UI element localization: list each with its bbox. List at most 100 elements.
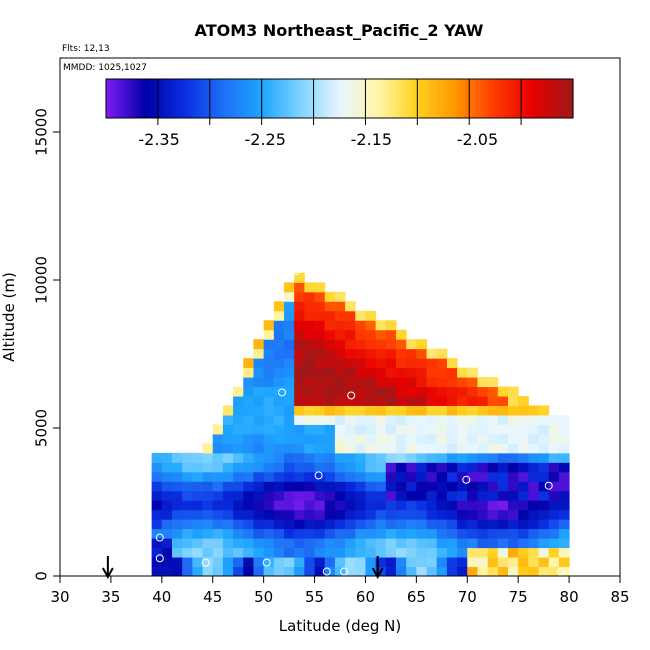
colorbar-swatch xyxy=(443,79,447,118)
heatmap-cell xyxy=(446,358,458,369)
heatmap-cell xyxy=(457,509,468,520)
heatmap-cell xyxy=(243,443,254,454)
heatmap-cell xyxy=(528,471,540,482)
heatmap-cell xyxy=(355,443,366,454)
colorbar-swatch xyxy=(272,79,276,118)
sample-point xyxy=(322,567,331,576)
heatmap-cell xyxy=(528,433,540,444)
heatmap-cell xyxy=(436,367,448,378)
heatmap-cell xyxy=(294,566,305,576)
heatmap-cell xyxy=(273,310,285,321)
heatmap-cell xyxy=(345,557,356,568)
heatmap-cell xyxy=(426,443,438,454)
heatmap-cell xyxy=(263,358,275,369)
heatmap-cell xyxy=(477,471,489,482)
heatmap-cell xyxy=(518,481,529,492)
heatmap-cell xyxy=(151,566,163,576)
heatmap-cell xyxy=(304,348,316,359)
heatmap-cell xyxy=(294,414,305,425)
heatmap-cell xyxy=(365,433,377,444)
heatmap-cell xyxy=(487,452,499,463)
heatmap-cell xyxy=(365,566,377,576)
colorbar-swatch xyxy=(347,79,351,118)
heatmap-cell xyxy=(182,557,193,568)
heatmap-cell xyxy=(345,329,356,340)
x-tick-label: 30 xyxy=(50,588,69,606)
heatmap-cell xyxy=(436,405,448,416)
heatmap-cell xyxy=(233,405,244,416)
colorbar-swatch xyxy=(108,79,112,118)
heatmap-cell xyxy=(212,471,224,482)
heatmap-cell xyxy=(426,386,438,397)
colorbar-swatch xyxy=(526,79,530,118)
heatmap-cell xyxy=(467,500,478,511)
heatmap-cell xyxy=(467,433,478,444)
heatmap-cell xyxy=(355,339,366,350)
heatmap-cell xyxy=(161,547,173,558)
heatmap-cell xyxy=(284,282,295,293)
x-axis: 30 35 40 45 50 55 60 65 70 75 80 85 xyxy=(50,576,630,606)
colorbar-swatch xyxy=(406,79,411,118)
heatmap-cell xyxy=(334,320,346,331)
heatmap-cell xyxy=(446,367,458,378)
heatmap-cell xyxy=(263,452,275,463)
x-tick-label: 85 xyxy=(610,588,629,606)
heatmap-cell xyxy=(426,433,438,444)
heatmap-cell xyxy=(436,481,448,492)
heatmap-cell xyxy=(487,519,499,530)
heatmap-cell xyxy=(355,481,366,492)
heatmap-cell xyxy=(233,471,244,482)
heatmap-cell xyxy=(538,443,550,454)
heatmap-cell xyxy=(253,443,265,454)
flights-label: Flts: 12,13 xyxy=(62,44,110,54)
colorbar-swatch xyxy=(266,79,271,118)
heatmap-cell xyxy=(253,452,265,463)
heatmap-cell xyxy=(375,377,387,388)
heatmap-cell xyxy=(151,481,163,492)
heatmap-cell xyxy=(365,509,377,520)
colorbar-swatch xyxy=(565,79,569,118)
heatmap-cell xyxy=(385,452,397,463)
heatmap-cell xyxy=(345,490,356,501)
heatmap-cell xyxy=(365,414,377,425)
heatmap-cell xyxy=(457,414,468,425)
heatmap-cell xyxy=(426,396,438,407)
heatmap-cell xyxy=(426,367,438,378)
heatmap-cell xyxy=(396,396,407,407)
heatmap-cell xyxy=(467,405,478,416)
heatmap-cell xyxy=(202,509,214,520)
heatmap-cell xyxy=(548,481,560,492)
colorbar-swatch xyxy=(207,79,211,118)
heatmap-cell xyxy=(263,547,275,558)
colorbar-swatch xyxy=(116,79,120,118)
heatmap-cell xyxy=(253,377,265,388)
colorbar-swatch xyxy=(331,79,335,118)
heatmap-cell xyxy=(355,471,366,482)
heatmap-cell xyxy=(273,405,285,416)
heatmap-cell xyxy=(243,396,254,407)
heatmap-cell xyxy=(243,528,254,539)
colorbar-swatch xyxy=(256,79,260,118)
heatmap-cell xyxy=(416,386,428,397)
heatmap-cell xyxy=(172,462,183,473)
heatmap-cell xyxy=(304,481,316,492)
heatmap-cell xyxy=(355,358,366,369)
colorbar-swatch xyxy=(375,79,380,118)
heatmap-cell xyxy=(385,358,397,369)
colorbar-swatch xyxy=(253,79,258,118)
heatmap-cell xyxy=(304,509,316,520)
heatmap-cell xyxy=(375,320,387,331)
heatmap-cell xyxy=(263,424,275,435)
heatmap-cell xyxy=(182,519,193,530)
heatmap-cell xyxy=(446,443,458,454)
heatmap-cell xyxy=(314,557,326,568)
heatmap-cell xyxy=(396,452,407,463)
heatmap-cell xyxy=(518,405,529,416)
heatmap-cell xyxy=(385,405,397,416)
heatmap-cell xyxy=(457,528,468,539)
heatmap-cell xyxy=(304,358,316,369)
colorbar-swatch xyxy=(445,79,450,118)
heatmap-cell xyxy=(294,348,305,359)
colorbar-swatch xyxy=(531,79,535,118)
